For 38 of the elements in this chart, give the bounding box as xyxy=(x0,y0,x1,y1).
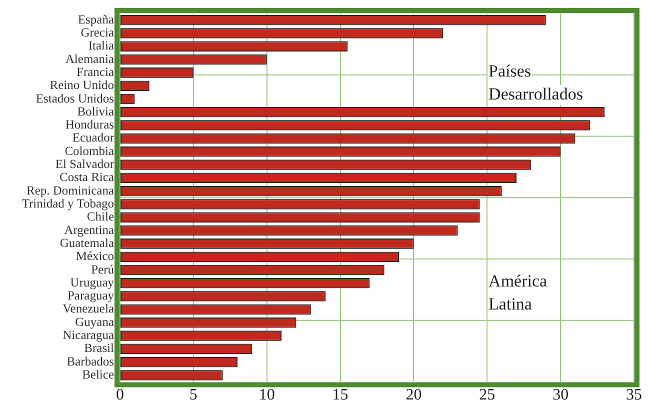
annotation: Países Desarrollados xyxy=(488,61,583,104)
y-tick-label: Guatemala xyxy=(60,236,114,250)
y-tick-label: Alemania xyxy=(65,52,114,66)
x-tick-label: 0 xyxy=(116,386,124,404)
y-tick-label: Paraguay xyxy=(67,288,115,303)
y-tick-label: Colombia xyxy=(64,144,114,158)
x-tick-label: 10 xyxy=(258,386,275,404)
y-tick-label: Estados Unidos xyxy=(36,91,114,106)
x-tick-label: 25 xyxy=(479,386,496,404)
y-tick-label: Ecuador xyxy=(72,130,115,145)
annotation: América Latina xyxy=(488,271,548,314)
x-tick-label: 15 xyxy=(332,386,348,404)
y-tick-label: Belice xyxy=(82,368,114,382)
y-tick-label: El Salvador xyxy=(55,157,115,172)
y-tick-label: Uruguay xyxy=(70,275,115,290)
y-tick-label: España xyxy=(78,12,114,26)
x-tick-label: 5 xyxy=(189,386,198,404)
x-tick-label: 35 xyxy=(626,386,642,404)
y-tick-label: Grecia xyxy=(80,26,114,40)
y-tick-label: Bolivia xyxy=(77,104,114,118)
y-tick-label: Rep. Dominicana xyxy=(26,183,114,198)
y-tick-label: Reino Unido xyxy=(50,78,114,92)
y-tick-label: Italia xyxy=(88,38,114,53)
y-tick-label: Guyana xyxy=(75,314,114,329)
y-tick-label: Chile xyxy=(86,210,114,224)
y-tick-label: Argentina xyxy=(64,222,114,237)
y-tick-label: México xyxy=(76,249,114,264)
y-tick-label: Brasil xyxy=(84,341,115,356)
y-tick-label: Venezuela xyxy=(62,302,114,316)
y-tick-label: Honduras xyxy=(65,118,114,132)
x-tick-label: 30 xyxy=(552,386,569,404)
y-tick-label: Barbados xyxy=(66,354,114,368)
y-tick-label: Francia xyxy=(76,64,114,79)
x-tick-label: 20 xyxy=(406,386,422,404)
y-tick-label: Costa Rica xyxy=(59,170,114,184)
y-tick-label: Trinidad y Tobago xyxy=(22,196,114,211)
y-tick-label: Perú xyxy=(91,262,115,276)
y-tick-label: Nicaragua xyxy=(62,328,114,342)
